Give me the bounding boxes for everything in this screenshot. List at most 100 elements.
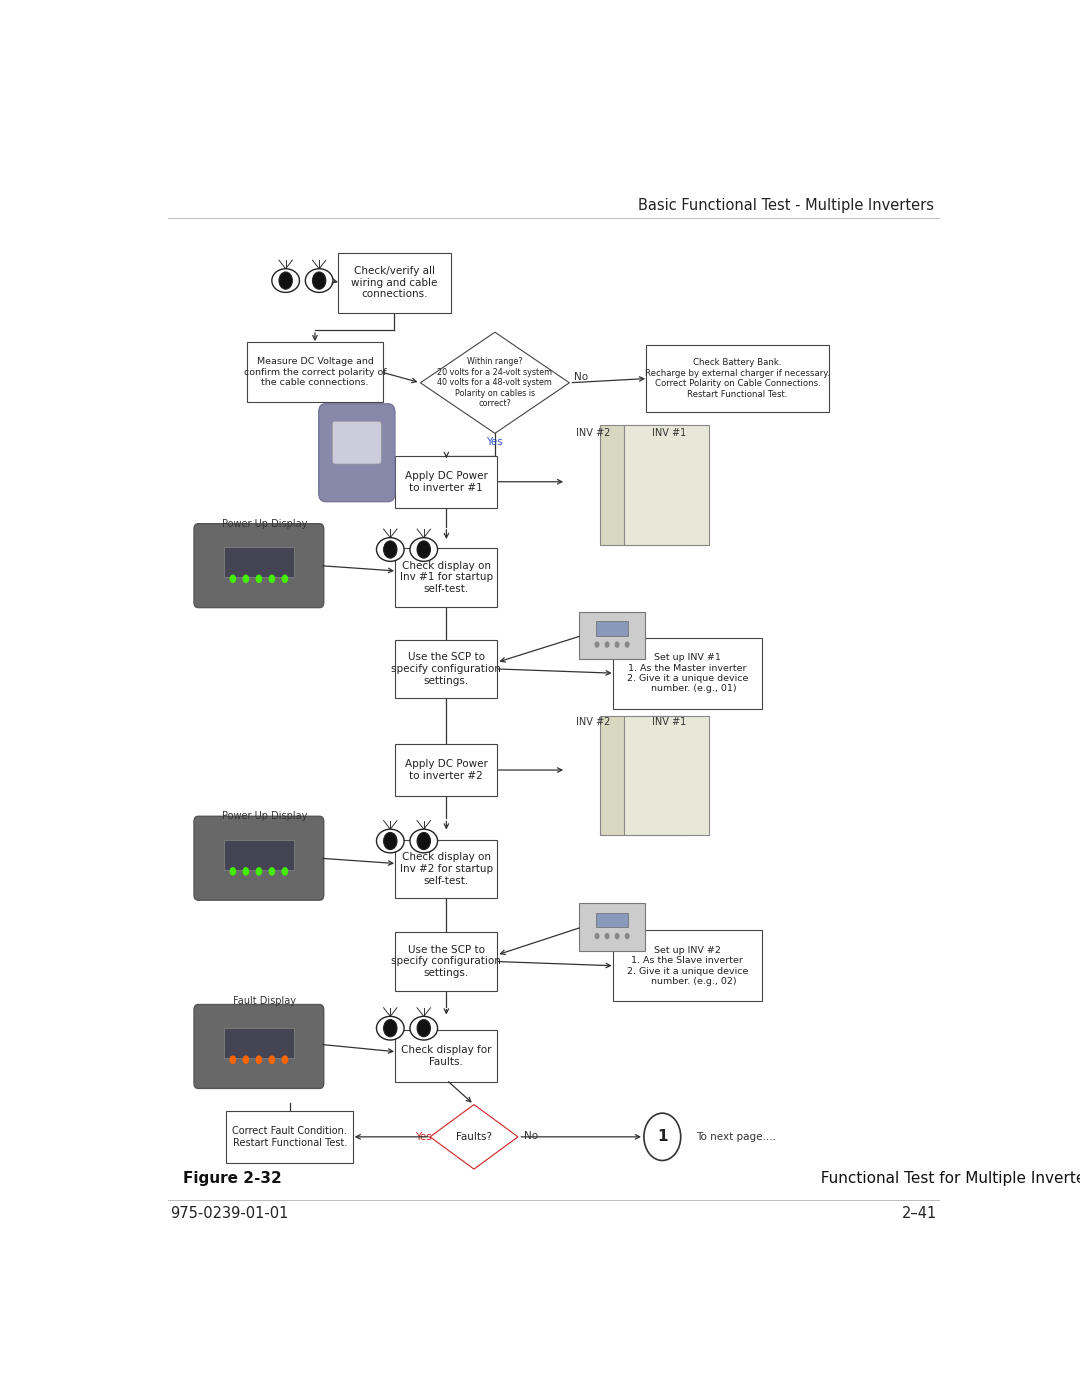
Circle shape (269, 574, 275, 583)
Circle shape (312, 272, 326, 289)
Circle shape (615, 933, 620, 939)
Text: Check display for
Faults.: Check display for Faults. (401, 1045, 491, 1067)
FancyBboxPatch shape (319, 404, 395, 502)
Text: Power Up Display: Power Up Display (222, 518, 308, 528)
FancyBboxPatch shape (580, 612, 645, 659)
FancyBboxPatch shape (395, 1031, 498, 1083)
Text: Within range?
20 volts for a 24-volt system
40 volts for a 48-volt system
Polari: Within range? 20 volts for a 24-volt sys… (437, 358, 553, 408)
Text: Set up INV #2
1. As the Slave inverter
2. Give it a unique device
    number. (e: Set up INV #2 1. As the Slave inverter 2… (626, 946, 748, 986)
Text: INV #1: INV #1 (652, 717, 686, 726)
Text: Apply DC Power
to inverter #2: Apply DC Power to inverter #2 (405, 759, 488, 781)
Text: To next page....: To next page.... (696, 1132, 775, 1141)
FancyBboxPatch shape (624, 425, 710, 545)
Circle shape (383, 833, 397, 849)
Text: Yes: Yes (416, 1132, 432, 1141)
Circle shape (230, 868, 237, 876)
Circle shape (269, 868, 275, 876)
Text: Power Up Display: Power Up Display (222, 812, 308, 821)
FancyBboxPatch shape (224, 548, 294, 577)
FancyBboxPatch shape (333, 422, 381, 464)
FancyBboxPatch shape (247, 342, 382, 402)
Text: Yes: Yes (486, 437, 503, 447)
Text: Figure 2-32: Figure 2-32 (183, 1171, 282, 1186)
Text: 975-0239-01-01: 975-0239-01-01 (171, 1206, 288, 1221)
FancyBboxPatch shape (194, 1004, 324, 1088)
Circle shape (383, 1020, 397, 1037)
Text: Measure DC Voltage and
confirm the correct polarity of
the cable connections.: Measure DC Voltage and confirm the corre… (244, 358, 387, 387)
Polygon shape (420, 332, 569, 433)
Circle shape (282, 868, 288, 876)
Circle shape (256, 1055, 262, 1065)
Circle shape (256, 574, 262, 583)
Ellipse shape (410, 538, 437, 562)
Circle shape (605, 641, 609, 648)
Circle shape (243, 574, 249, 583)
Text: Fault Display: Fault Display (233, 996, 296, 1006)
FancyBboxPatch shape (395, 640, 498, 698)
FancyBboxPatch shape (194, 524, 324, 608)
Text: Use the SCP to
specify configuration
settings.: Use the SCP to specify configuration set… (391, 944, 501, 978)
Circle shape (243, 1055, 249, 1065)
FancyBboxPatch shape (612, 637, 762, 708)
Text: Faults?: Faults? (456, 1132, 492, 1141)
FancyBboxPatch shape (599, 715, 685, 835)
FancyBboxPatch shape (395, 455, 498, 507)
FancyBboxPatch shape (599, 425, 685, 545)
Circle shape (615, 641, 620, 648)
Circle shape (230, 1055, 237, 1065)
Text: Use the SCP to
specify configuration
settings.: Use the SCP to specify configuration set… (391, 652, 501, 686)
Circle shape (279, 272, 293, 289)
FancyBboxPatch shape (624, 715, 710, 835)
Text: Functional Test for Multiple Inverters - Page 1 of 2: Functional Test for Multiple Inverters -… (811, 1171, 1080, 1186)
FancyBboxPatch shape (226, 1111, 353, 1162)
Text: Correct Fault Condition.
Restart Functional Test.: Correct Fault Condition. Restart Functio… (232, 1126, 348, 1148)
Text: INV #2: INV #2 (577, 429, 611, 439)
Ellipse shape (272, 268, 299, 292)
Circle shape (417, 541, 431, 559)
Text: Basic Functional Test - Multiple Inverters: Basic Functional Test - Multiple Inverte… (638, 198, 934, 212)
Circle shape (243, 868, 249, 876)
Ellipse shape (410, 830, 437, 852)
Ellipse shape (377, 830, 404, 852)
Circle shape (282, 574, 288, 583)
Text: 2–41: 2–41 (902, 1206, 936, 1221)
FancyBboxPatch shape (338, 253, 450, 313)
Circle shape (417, 1020, 431, 1037)
Circle shape (282, 1055, 288, 1065)
Circle shape (230, 574, 237, 583)
Circle shape (594, 641, 599, 648)
FancyBboxPatch shape (224, 840, 294, 869)
Circle shape (624, 933, 630, 939)
Circle shape (269, 1055, 275, 1065)
Text: 1: 1 (657, 1129, 667, 1144)
Text: Set up INV #1
1. As the Master inverter
2. Give it a unique device
    number. (: Set up INV #1 1. As the Master inverter … (626, 654, 748, 693)
Ellipse shape (410, 1017, 437, 1039)
FancyBboxPatch shape (395, 745, 498, 796)
Circle shape (605, 933, 609, 939)
Text: No: No (524, 1130, 538, 1141)
FancyBboxPatch shape (612, 930, 762, 1002)
Circle shape (256, 868, 262, 876)
FancyBboxPatch shape (395, 840, 498, 898)
Circle shape (594, 933, 599, 939)
Text: INV #2: INV #2 (577, 717, 611, 726)
FancyBboxPatch shape (194, 816, 324, 900)
FancyBboxPatch shape (596, 912, 627, 928)
Circle shape (383, 541, 397, 559)
Text: INV #1: INV #1 (652, 429, 686, 439)
Text: Check/verify all
wiring and cable
connections.: Check/verify all wiring and cable connec… (351, 267, 437, 299)
FancyBboxPatch shape (596, 622, 627, 636)
FancyBboxPatch shape (646, 345, 829, 412)
Text: No: No (575, 373, 589, 383)
Circle shape (624, 641, 630, 648)
Circle shape (644, 1113, 680, 1161)
Ellipse shape (306, 268, 333, 292)
Ellipse shape (377, 538, 404, 562)
Text: Check Battery Bank.
Recharge by external charger if necessary.
Correct Polarity : Check Battery Bank. Recharge by external… (645, 359, 831, 398)
Circle shape (417, 833, 431, 849)
Text: Apply DC Power
to inverter #1: Apply DC Power to inverter #1 (405, 471, 488, 493)
Ellipse shape (377, 1017, 404, 1039)
FancyBboxPatch shape (395, 549, 498, 606)
FancyBboxPatch shape (224, 1028, 294, 1058)
FancyBboxPatch shape (395, 932, 498, 990)
